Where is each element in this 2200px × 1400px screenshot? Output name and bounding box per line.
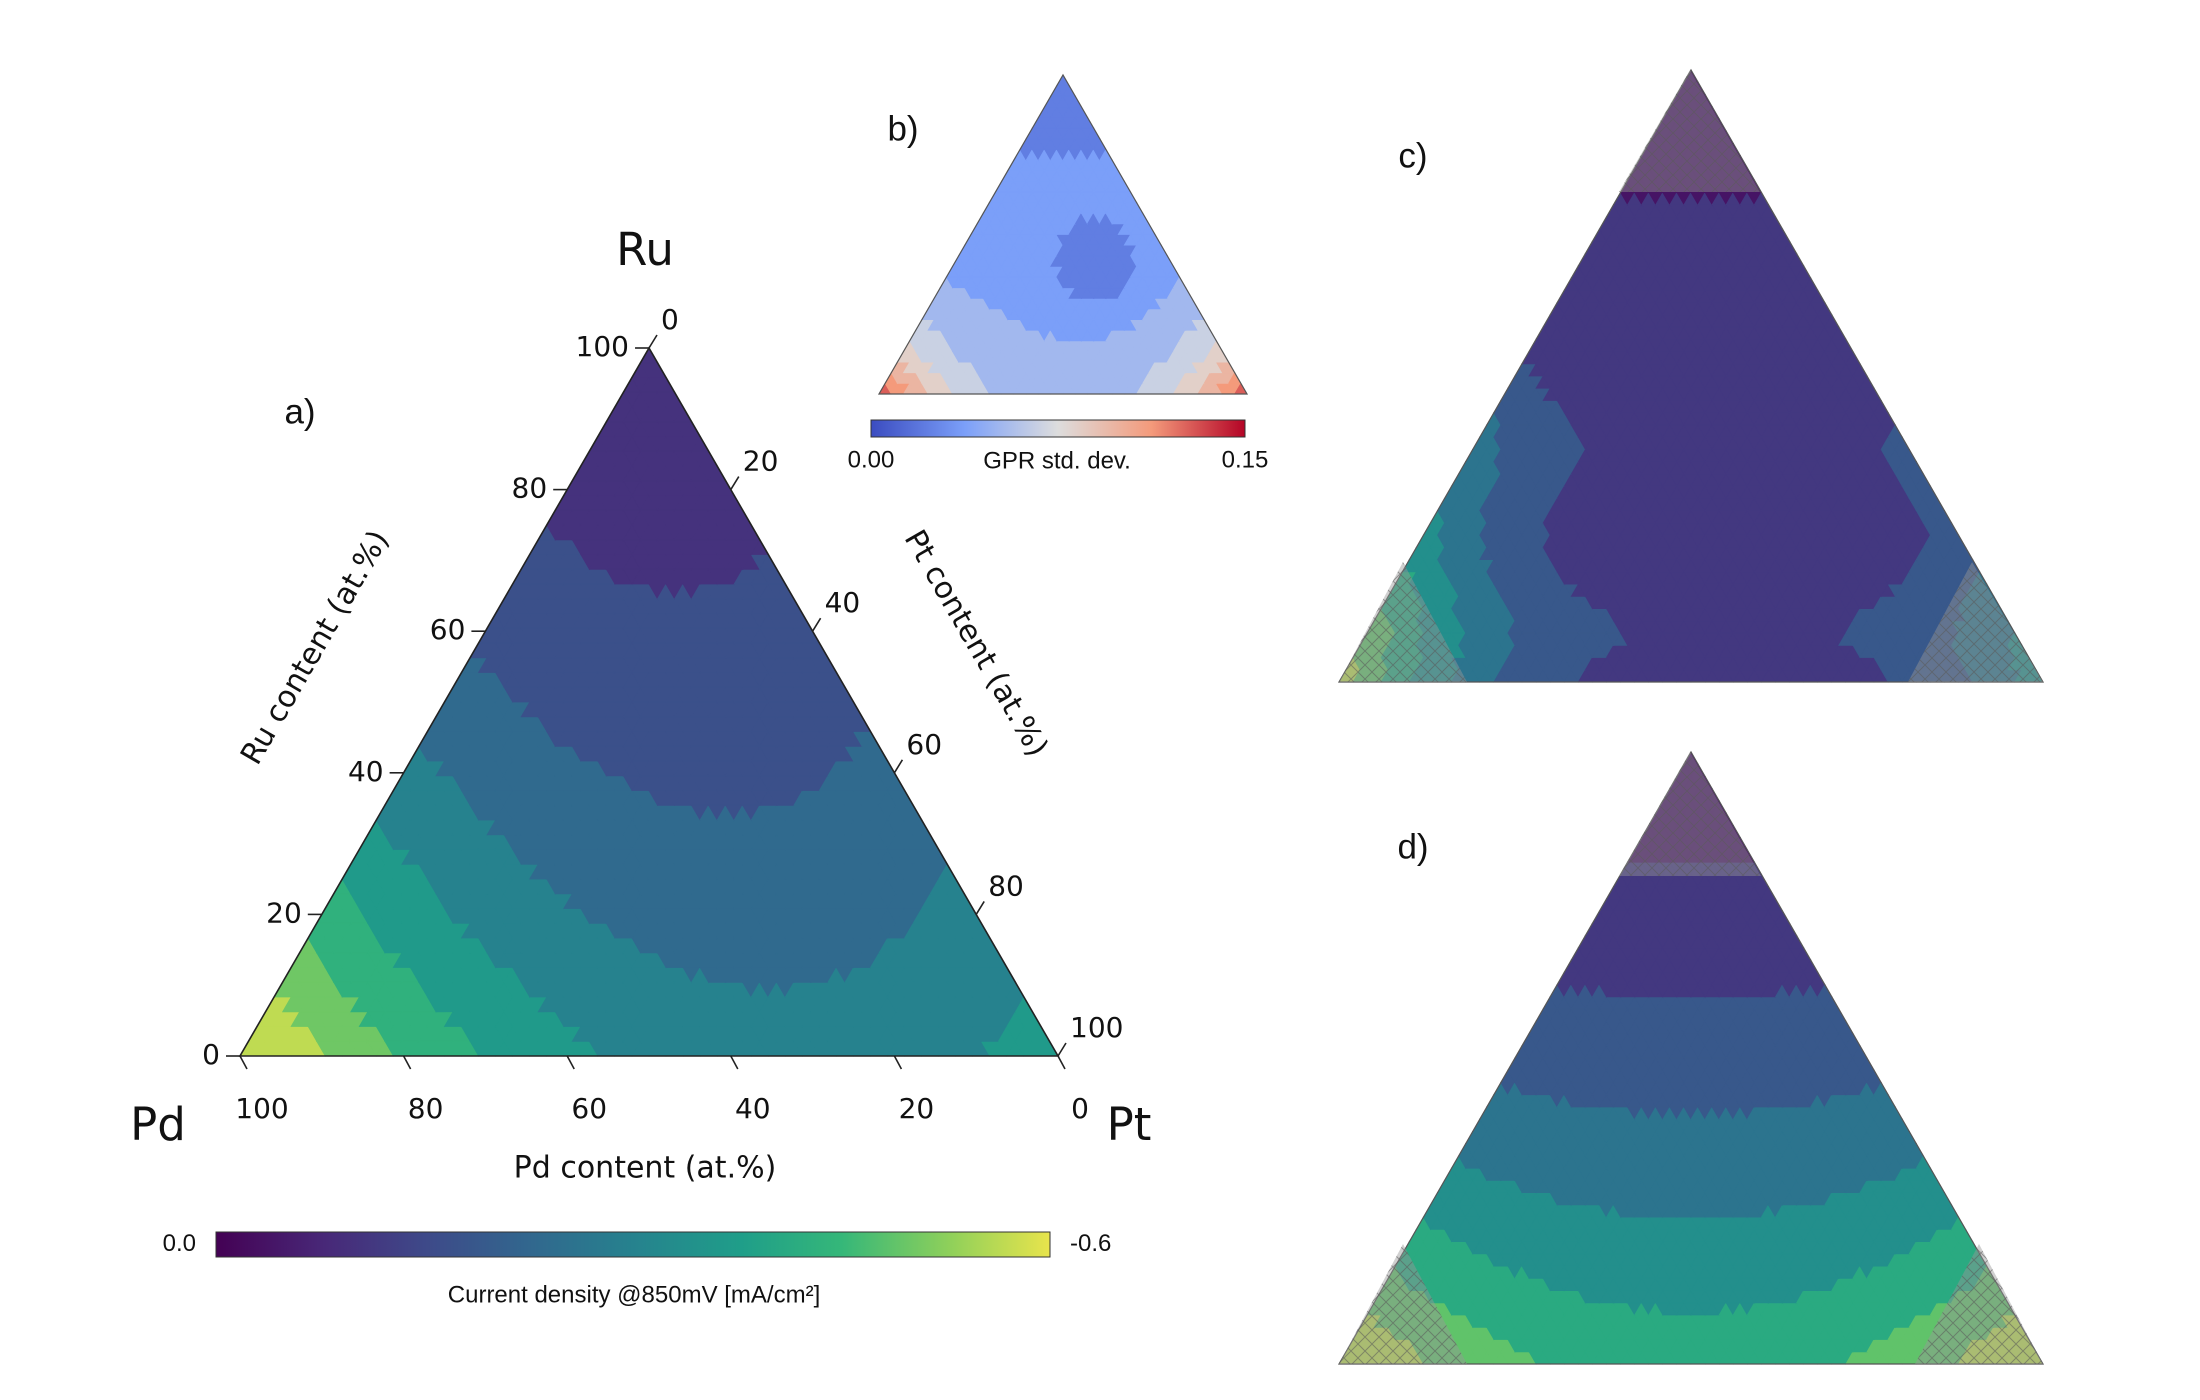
contour-cell <box>1056 74 1070 86</box>
contour-cell <box>639 347 659 364</box>
contour-layer <box>239 69 2044 1365</box>
